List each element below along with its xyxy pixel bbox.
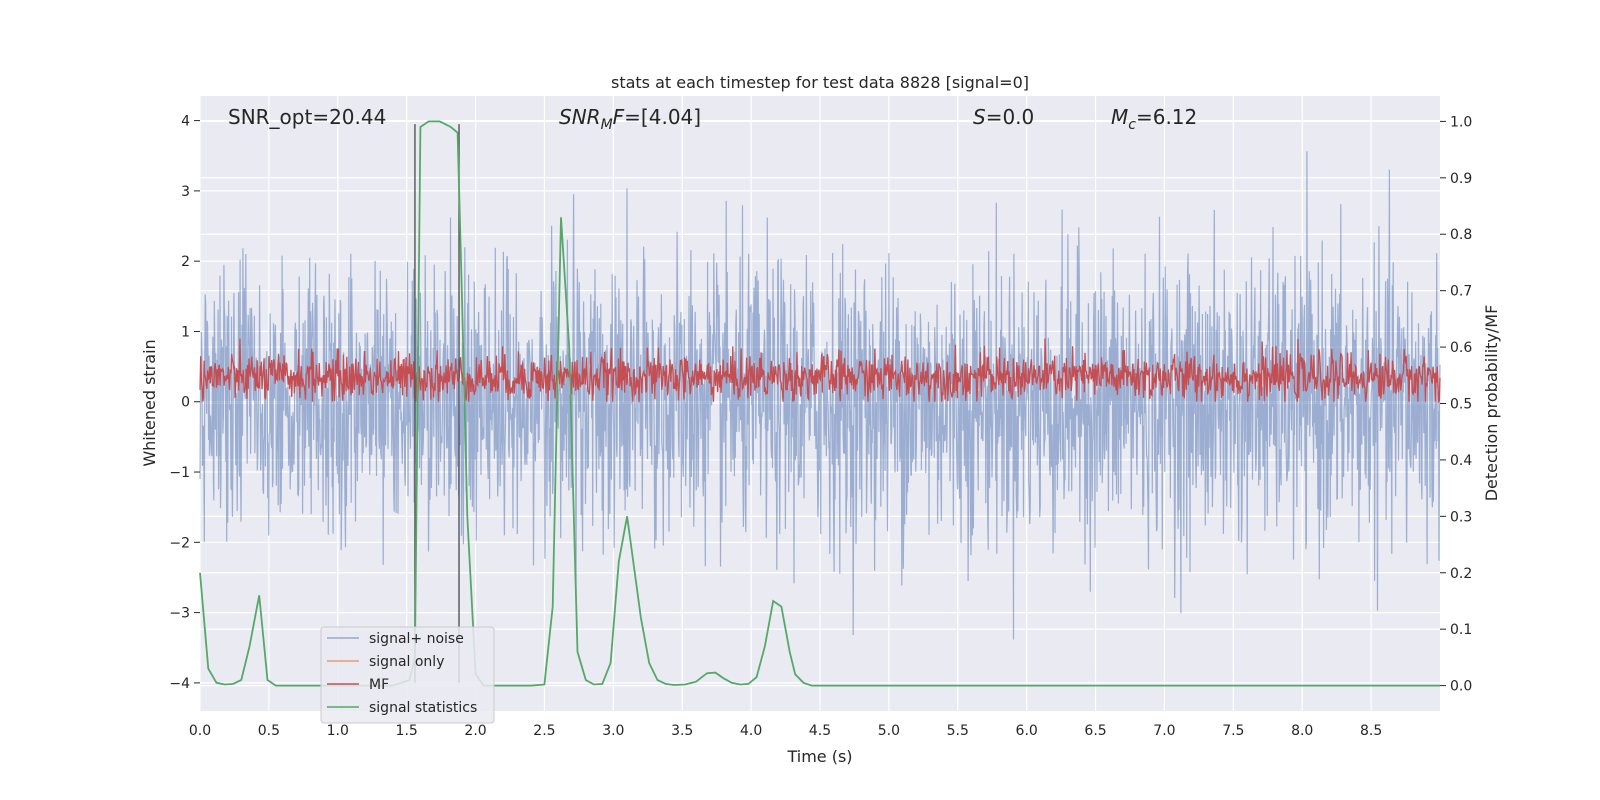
x-tick-label: 7.5 [1222,723,1244,739]
x-tick-label: 4.5 [809,723,831,739]
x-axis-label: Time (s) [786,747,852,766]
x-tick-label: 2.0 [464,723,486,739]
mf-line [199,338,1441,404]
x-tick-label: 5.0 [878,723,900,739]
y2-tick-label: 0.3 [1450,509,1472,525]
y2-tick-label: 0.0 [1450,679,1472,695]
legend: signal+ noise signal only MF signal stat… [320,626,495,724]
y-tick-label: −3 [169,606,190,622]
annotation-snr-opt: SNR_opt=20.44 [228,105,386,129]
annotation-s: S=0.0 [973,105,1034,129]
axes-ticks: 0.0 0.5 1.0 1.5 2.0 2.5 3.0 3.5 4.0 4.5 5.0 5.5 6.0 6… [169,114,1472,739]
y-axis-label: Whitened strain [140,339,159,466]
y2-tick-label: 0.5 [1450,397,1472,413]
legend-label-signal-only: signal only [369,654,444,670]
y2-tick-label: 0.4 [1450,453,1472,469]
x-tick-label: 1.5 [396,723,418,739]
x-tick-label: 6.0 [1016,723,1038,739]
signal-noise-series [199,151,1441,640]
x-tick-label: 6.5 [1084,723,1106,739]
signal-noise-line [199,151,1441,640]
y2-axis-label: Detection probability/MF [1482,305,1501,502]
y-tick-label: 1 [181,324,190,340]
x-tick-label: 2.5 [533,723,555,739]
x-tick-label: 8.5 [1360,723,1382,739]
mf-series [199,338,1441,404]
y2-tick-label: 0.1 [1450,622,1472,638]
x-tick-label: 8.0 [1291,723,1313,739]
x-tick-label: 5.5 [947,723,969,739]
x-tick-label: 0.5 [258,723,280,739]
y2-tick-label: 0.6 [1450,340,1472,356]
signal-statistics-line [199,120,1440,687]
y2-tick-label: 0.9 [1450,171,1472,187]
legend-box [320,626,495,724]
y-tick-label: 3 [181,184,190,200]
x-tick-label: 1.0 [327,723,349,739]
x-tick-label: 7.0 [1153,723,1175,739]
legend-label-mf: MF [369,677,389,693]
y-tick-label: −2 [169,535,190,551]
x-tick-label: 4.0 [740,723,762,739]
x-tick-label: 3.0 [602,723,624,739]
legend-label-signal-statistics: signal statistics [369,700,477,716]
y-tick-label: −1 [169,465,190,481]
y2-tick-label: 0.7 [1450,284,1472,300]
x-tick-label: 0.0 [189,723,211,739]
signal-statistics-series [199,120,1440,687]
chart-title: stats at each timestep for test data 882… [611,73,1029,92]
y2-tick-label: 0.8 [1450,227,1472,243]
annotation-mc: Mc=6.12 [1111,105,1197,133]
y-tick-label: 0 [181,395,190,411]
y-tick-label: 4 [181,114,190,130]
x-tick-label: 3.5 [671,723,693,739]
annotation-snr-mf: SNRMF=[4.04] [559,105,701,133]
y2-tick-label: 1.0 [1450,114,1472,130]
y-tick-label: −4 [169,676,190,692]
legend-label-signal-noise: signal+ noise [369,631,464,647]
y-tick-label: 2 [181,254,190,270]
y2-tick-label: 0.2 [1450,566,1472,582]
